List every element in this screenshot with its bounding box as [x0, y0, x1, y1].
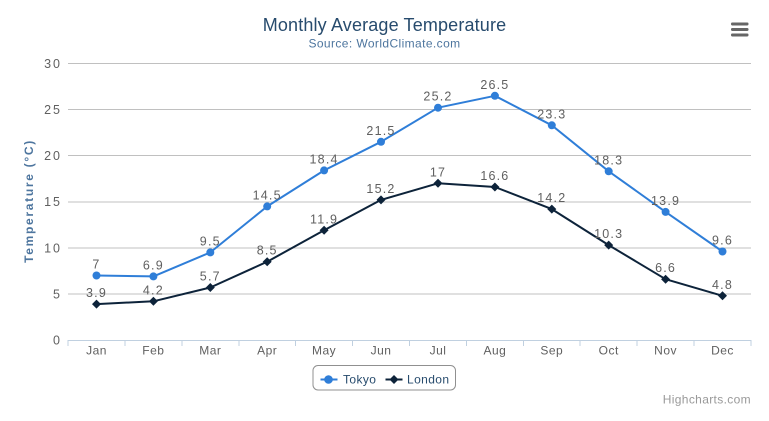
- svg-text:Sep: Sep: [540, 344, 563, 358]
- svg-text:9.5: 9.5: [200, 234, 221, 248]
- svg-text:6.9: 6.9: [143, 258, 164, 272]
- svg-text:London: London: [407, 373, 449, 387]
- svg-text:Apr: Apr: [257, 344, 277, 358]
- svg-text:Nov: Nov: [654, 344, 677, 358]
- svg-text:14.2: 14.2: [537, 191, 566, 205]
- svg-text:Mar: Mar: [199, 344, 221, 358]
- svg-text:10: 10: [44, 241, 62, 255]
- svg-text:30: 30: [44, 57, 62, 71]
- svg-text:Dec: Dec: [711, 344, 734, 358]
- svg-text:10.3: 10.3: [594, 227, 623, 241]
- svg-text:Monthly Average Temperature: Monthly Average Temperature: [263, 15, 507, 35]
- svg-text:25: 25: [44, 103, 62, 117]
- svg-text:8.5: 8.5: [257, 244, 278, 258]
- svg-text:15: 15: [44, 195, 62, 209]
- svg-text:Jan: Jan: [86, 344, 107, 358]
- svg-text:Jun: Jun: [371, 344, 392, 358]
- svg-text:7: 7: [92, 258, 100, 272]
- svg-text:26.5: 26.5: [480, 78, 509, 92]
- svg-text:4.2: 4.2: [143, 283, 164, 297]
- svg-text:Oct: Oct: [599, 344, 619, 358]
- svg-text:16.6: 16.6: [480, 169, 509, 183]
- svg-text:9.6: 9.6: [712, 234, 733, 248]
- svg-text:11.9: 11.9: [310, 212, 338, 226]
- svg-text:18.3: 18.3: [594, 153, 623, 167]
- svg-text:3.9: 3.9: [86, 286, 107, 300]
- svg-text:0: 0: [53, 334, 62, 348]
- svg-text:23.3: 23.3: [537, 107, 566, 121]
- svg-text:15.2: 15.2: [366, 182, 395, 196]
- svg-text:21.5: 21.5: [366, 124, 395, 138]
- svg-text:5: 5: [53, 287, 62, 301]
- svg-text:Jul: Jul: [430, 344, 447, 358]
- svg-text:Tokyo: Tokyo: [343, 373, 376, 387]
- svg-text:Aug: Aug: [483, 344, 506, 358]
- svg-text:25.2: 25.2: [423, 90, 452, 104]
- svg-text:18.4: 18.4: [310, 152, 339, 166]
- svg-text:Feb: Feb: [142, 344, 164, 358]
- svg-text:17: 17: [430, 165, 446, 179]
- svg-text:20: 20: [44, 149, 62, 163]
- svg-text:Source: WorldClimate.com: Source: WorldClimate.com: [308, 37, 460, 51]
- svg-text:13.9: 13.9: [651, 194, 680, 208]
- svg-text:Highcharts.com: Highcharts.com: [663, 393, 751, 407]
- svg-text:14.5: 14.5: [253, 188, 282, 202]
- svg-text:May: May: [312, 344, 336, 358]
- svg-text:Temperature (°C): Temperature (°C): [22, 139, 36, 263]
- svg-text:6.6: 6.6: [655, 261, 676, 275]
- svg-text:4.8: 4.8: [712, 278, 733, 292]
- svg-text:5.7: 5.7: [200, 270, 221, 284]
